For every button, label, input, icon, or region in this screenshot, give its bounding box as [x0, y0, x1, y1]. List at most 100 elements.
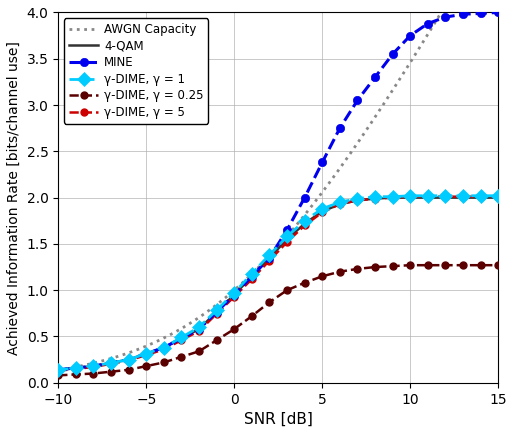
γ-DIME, γ = 5 — [213, 311, 219, 316]
γ-DIME, γ = 5 — [266, 258, 272, 263]
Line: γ-DIME, γ = 1: γ-DIME, γ = 1 — [53, 191, 503, 375]
MINE — [178, 336, 185, 341]
γ-DIME, γ = 1 — [196, 325, 202, 330]
4-QAM — [293, 228, 299, 233]
γ-DIME, γ = 5 — [443, 194, 449, 199]
MINE — [143, 351, 149, 356]
MINE — [55, 367, 61, 372]
γ-DIME, γ = 1 — [213, 308, 219, 313]
γ-DIME, γ = 0.25 — [460, 263, 466, 268]
MINE — [249, 274, 255, 279]
γ-DIME, γ = 1 — [125, 357, 132, 362]
γ-DIME, γ = 0.25 — [161, 360, 167, 365]
γ-DIME, γ = 0.25 — [354, 266, 360, 272]
MINE — [372, 75, 378, 80]
γ-DIME, γ = 1 — [337, 200, 343, 205]
MINE — [302, 195, 308, 200]
MINE — [478, 11, 484, 16]
MINE — [425, 21, 431, 26]
γ-DIME, γ = 5 — [390, 195, 396, 200]
MINE — [196, 326, 202, 332]
γ-DIME, γ = 0.25 — [108, 369, 114, 374]
4-QAM — [417, 195, 423, 200]
4-QAM — [264, 257, 270, 263]
γ-DIME, γ = 5 — [284, 240, 290, 245]
4-QAM — [390, 195, 396, 200]
MINE — [161, 345, 167, 350]
MINE — [125, 357, 132, 362]
γ-DIME, γ = 1 — [460, 193, 466, 198]
γ-DIME, γ = 5 — [55, 368, 61, 373]
γ-DIME, γ = 0.25 — [495, 263, 501, 268]
Line: γ-DIME, γ = 5: γ-DIME, γ = 5 — [55, 193, 502, 374]
γ-DIME, γ = 5 — [108, 361, 114, 366]
γ-DIME, γ = 5 — [319, 210, 325, 215]
γ-DIME, γ = 5 — [161, 347, 167, 352]
γ-DIME, γ = 5 — [354, 198, 360, 203]
Line: 4-QAM: 4-QAM — [58, 197, 498, 370]
γ-DIME, γ = 0.25 — [319, 274, 325, 279]
MINE — [231, 292, 237, 297]
4-QAM — [485, 195, 491, 200]
AWGN Capacity — [416, 46, 422, 51]
γ-DIME, γ = 0.25 — [73, 372, 79, 377]
γ-DIME, γ = 1 — [407, 193, 413, 198]
Line: γ-DIME, γ = 0.25: γ-DIME, γ = 0.25 — [55, 262, 502, 379]
γ-DIME, γ = 1 — [390, 194, 396, 199]
MINE — [73, 365, 79, 371]
γ-DIME, γ = 0.25 — [90, 371, 97, 376]
Line: MINE: MINE — [54, 8, 502, 374]
γ-DIME, γ = 1 — [302, 218, 308, 224]
γ-DIME, γ = 5 — [478, 194, 484, 199]
MINE — [266, 255, 272, 260]
MINE — [354, 98, 360, 103]
γ-DIME, γ = 5 — [73, 366, 79, 372]
γ-DIME, γ = 1 — [443, 193, 449, 198]
γ-DIME, γ = 1 — [354, 196, 360, 201]
Y-axis label: Achieved Information Rate [bits/channel use]: Achieved Information Rate [bits/channel … — [7, 41, 21, 355]
γ-DIME, γ = 5 — [249, 276, 255, 282]
AWGN Capacity — [317, 193, 323, 198]
AWGN Capacity — [293, 223, 299, 228]
MINE — [108, 360, 114, 365]
MINE — [495, 10, 501, 15]
γ-DIME, γ = 1 — [495, 193, 501, 198]
γ-DIME, γ = 0.25 — [302, 280, 308, 286]
γ-DIME, γ = 5 — [90, 365, 97, 370]
γ-DIME, γ = 1 — [55, 367, 61, 372]
γ-DIME, γ = 1 — [90, 364, 97, 369]
γ-DIME, γ = 5 — [196, 329, 202, 334]
γ-DIME, γ = 5 — [125, 358, 132, 363]
γ-DIME, γ = 1 — [108, 360, 114, 365]
4-QAM — [55, 367, 61, 372]
γ-DIME, γ = 1 — [231, 290, 237, 296]
MINE — [319, 160, 325, 165]
γ-DIME, γ = 5 — [407, 194, 413, 199]
Line: AWGN Capacity: AWGN Capacity — [58, 0, 498, 370]
γ-DIME, γ = 5 — [460, 194, 466, 199]
MINE — [213, 309, 219, 315]
γ-DIME, γ = 0.25 — [478, 263, 484, 268]
MINE — [284, 227, 290, 233]
γ-DIME, γ = 0.25 — [390, 263, 396, 269]
γ-DIME, γ = 5 — [495, 194, 501, 199]
γ-DIME, γ = 1 — [284, 234, 290, 239]
AWGN Capacity — [264, 256, 270, 261]
Legend: AWGN Capacity, 4-QAM, MINE, γ-DIME, γ = 1, γ-DIME, γ = 0.25, γ-DIME, γ = 5: AWGN Capacity, 4-QAM, MINE, γ-DIME, γ = … — [64, 18, 209, 124]
γ-DIME, γ = 0.25 — [213, 338, 219, 343]
4-QAM — [495, 195, 501, 200]
γ-DIME, γ = 1 — [249, 271, 255, 276]
γ-DIME, γ = 1 — [161, 345, 167, 350]
γ-DIME, γ = 0.25 — [407, 263, 413, 268]
γ-DIME, γ = 0.25 — [249, 313, 255, 319]
γ-DIME, γ = 1 — [266, 253, 272, 258]
γ-DIME, γ = 0.25 — [178, 354, 185, 359]
4-QAM — [267, 255, 273, 260]
γ-DIME, γ = 1 — [372, 194, 378, 199]
γ-DIME, γ = 5 — [143, 352, 149, 358]
γ-DIME, γ = 1 — [478, 193, 484, 198]
γ-DIME, γ = 0.25 — [55, 373, 61, 378]
γ-DIME, γ = 0.25 — [425, 263, 431, 268]
γ-DIME, γ = 0.25 — [196, 349, 202, 354]
4-QAM — [317, 210, 323, 216]
